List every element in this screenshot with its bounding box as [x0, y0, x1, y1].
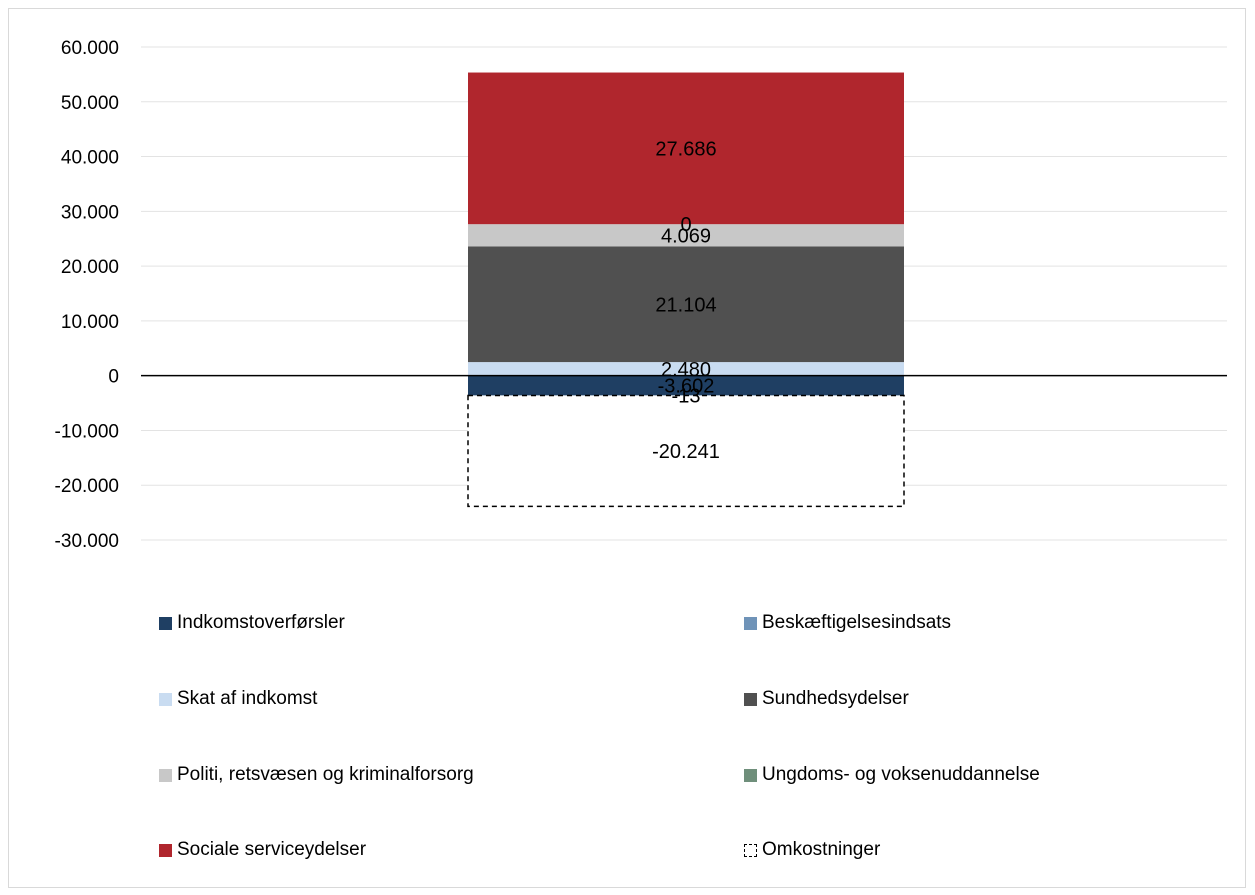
y-tick-label: -30.000	[55, 531, 119, 552]
data-label: -20.241	[652, 441, 720, 463]
legend-item-skat-af-indkomst: Skat af indkomst	[159, 688, 317, 710]
data-label: 0	[680, 214, 691, 236]
y-tick-label: -20.000	[55, 476, 119, 497]
data-label: 2.480	[661, 359, 711, 381]
legend-label-ungdoms-og-voksenuddannelse: Ungdoms- og voksenuddannelse	[762, 764, 1040, 786]
legend-label-sociale-serviceydelser: Sociale serviceydelser	[177, 839, 366, 861]
y-tick-label: 30.000	[61, 202, 119, 223]
legend-item-politi: Politi, retsvæsen og kriminalforsorg	[159, 764, 474, 786]
y-tick-label: -10.000	[55, 421, 119, 442]
legend-swatch-sociale-serviceydelser	[159, 844, 172, 857]
y-tick-label: 0	[108, 367, 119, 388]
legend-swatch-sundhedsydelser	[744, 693, 757, 706]
legend-item-sundhedsydelser: Sundhedsydelser	[744, 688, 909, 710]
legend-label-beskaeftigelsesindsats: Beskæftigelsesindsats	[762, 612, 951, 634]
legend-label-sundhedsydelser: Sundhedsydelser	[762, 688, 909, 710]
legend-item-ungdoms-og-voksenuddannelse: Ungdoms- og voksenuddannelse	[744, 764, 1040, 786]
legend-swatch-skat-af-indkomst	[159, 693, 172, 706]
legend-swatch-politi	[159, 769, 172, 782]
y-tick-label: 50.000	[61, 93, 119, 114]
stacked-bar-chart: 60.000 50.000 40.000 30.000 20.000 10.000 0 -10…	[9, 9, 1247, 569]
legend-label-skat-af-indkomst: Skat af indkomst	[177, 688, 317, 710]
y-tick-label: 10.000	[61, 312, 119, 333]
legend-swatch-indkomstoverforsler	[159, 617, 172, 630]
legend-label-indkomstoverforsler: Indkomstoverførsler	[177, 612, 345, 634]
data-label: -13	[672, 385, 701, 407]
legend-item-omkostninger: Omkostninger	[744, 839, 880, 861]
data-label: 21.104	[655, 294, 716, 316]
legend-swatch-ungdoms-og-voksenuddannelse	[744, 769, 757, 782]
y-tick-label: 40.000	[61, 148, 119, 169]
y-tick-label: 20.000	[61, 257, 119, 278]
legend-item-sociale-serviceydelser: Sociale serviceydelser	[159, 839, 366, 861]
legend-label-politi: Politi, retsvæsen og kriminalforsorg	[177, 764, 474, 786]
legend-label-omkostninger: Omkostninger	[762, 839, 880, 861]
data-label: 27.686	[655, 138, 716, 160]
legend-item-beskaeftigelsesindsats: Beskæftigelsesindsats	[744, 612, 951, 634]
y-tick-label: 60.000	[61, 38, 119, 59]
legend-item-indkomstoverforsler: Indkomstoverførsler	[159, 612, 345, 634]
legend-swatch-omkostninger	[744, 844, 757, 857]
legend-swatch-beskaeftigelsesindsats	[744, 617, 757, 630]
chart-frame: 60.000 50.000 40.000 30.000 20.000 10.000 0 -10…	[8, 8, 1246, 888]
